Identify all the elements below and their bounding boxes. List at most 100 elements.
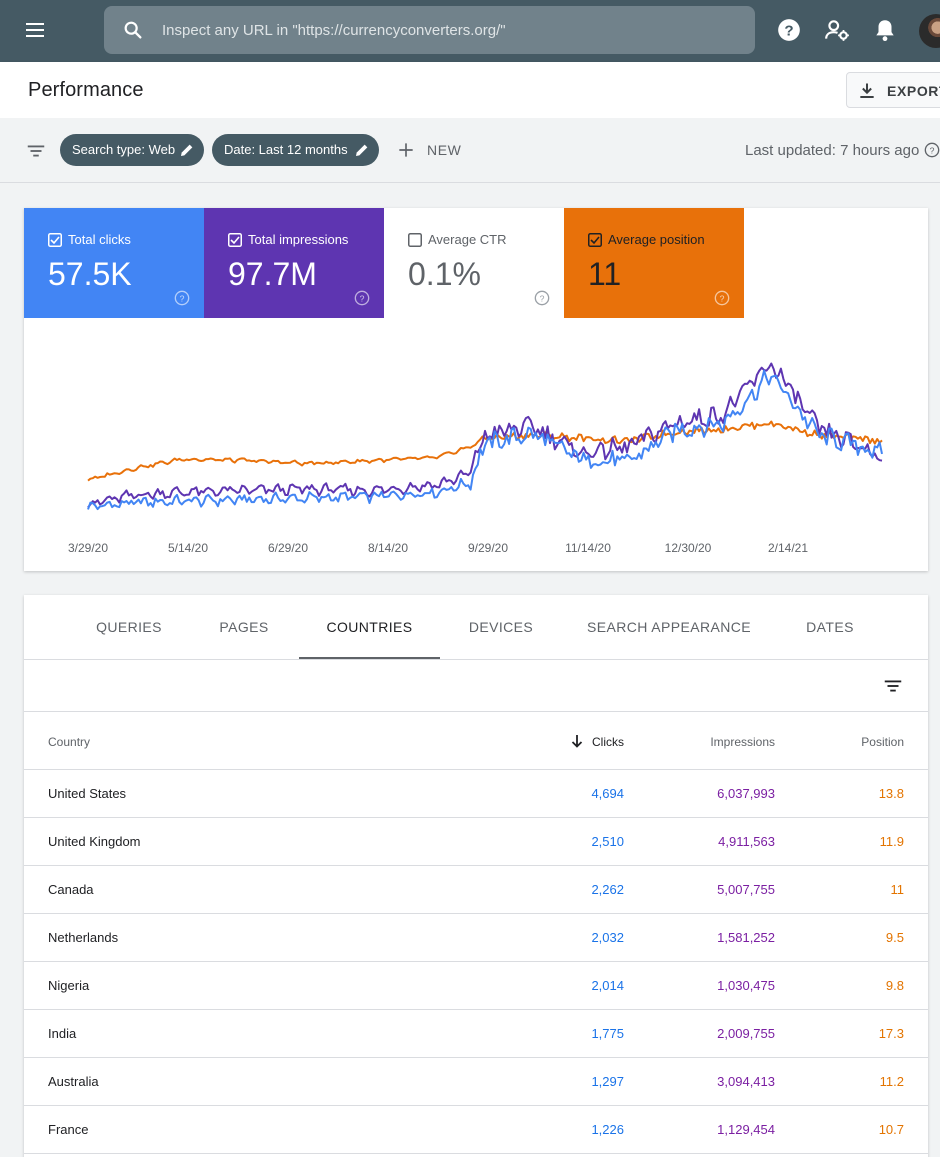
tab-devices[interactable]: DEVICES bbox=[458, 595, 544, 659]
country-cell: Australia bbox=[48, 1074, 99, 1089]
download-icon bbox=[860, 83, 874, 98]
tab-label: SEARCH APPEARANCE bbox=[587, 619, 751, 635]
help-icon[interactable]: ? bbox=[714, 290, 730, 306]
dimension-table-card: QUERIES PAGES COUNTRIES DEVICES SEARCH A… bbox=[24, 595, 928, 1157]
page-header: Performance EXPORT bbox=[0, 62, 940, 118]
checkbox-checked-icon[interactable] bbox=[228, 233, 242, 247]
metric-value: 11 bbox=[588, 256, 622, 292]
help-icon[interactable]: ? bbox=[354, 290, 370, 306]
table-row[interactable]: United Kingdom 2,510 4,911,563 11.9 bbox=[24, 818, 928, 866]
position-cell: 11.2 bbox=[879, 1074, 904, 1089]
table-row[interactable]: Netherlands 2,032 1,581,252 9.5 bbox=[24, 914, 928, 962]
svg-text:?: ? bbox=[540, 293, 545, 303]
table-body: United States 4,694 6,037,993 13.8 Unite… bbox=[24, 770, 928, 1154]
x-tick-label: 5/14/20 bbox=[168, 541, 208, 555]
metric-value: 57.5K bbox=[48, 256, 132, 292]
column-header-impressions[interactable]: Impressions bbox=[710, 735, 775, 749]
tab-queries[interactable]: QUERIES bbox=[86, 595, 172, 659]
position-cell: 9.8 bbox=[885, 978, 904, 993]
date-range-chip[interactable]: Date: Last 12 months bbox=[212, 134, 379, 166]
country-cell: United States bbox=[48, 786, 127, 801]
country-cell: Nigeria bbox=[48, 978, 90, 993]
last-updated-text: Last updated: 7 hours ago bbox=[745, 142, 920, 159]
manage-users-icon[interactable] bbox=[824, 17, 850, 43]
export-label: EXPORT bbox=[887, 83, 940, 99]
help-icon[interactable]: ? bbox=[534, 290, 550, 306]
svg-text:?: ? bbox=[360, 293, 365, 303]
x-tick-label: 3/29/20 bbox=[68, 541, 108, 555]
impressions-cell: 5,007,755 bbox=[717, 882, 775, 897]
search-input[interactable] bbox=[162, 6, 742, 54]
table-toolbar bbox=[24, 660, 928, 712]
table-row[interactable]: Nigeria 2,014 1,030,475 9.8 bbox=[24, 962, 928, 1010]
clicks-cell: 1,226 bbox=[591, 1122, 624, 1137]
metric-total-clicks[interactable]: Total clicks 57.5K ? bbox=[24, 208, 204, 318]
tab-countries[interactable]: COUNTRIES bbox=[299, 595, 440, 659]
tab-label: DATES bbox=[806, 619, 854, 635]
column-header-clicks[interactable]: Clicks bbox=[592, 735, 624, 749]
search-icon[interactable] bbox=[122, 19, 144, 41]
impressions-cell: 1,030,475 bbox=[717, 978, 775, 993]
metric-average-position[interactable]: Average position 11 ? bbox=[564, 208, 744, 318]
metric-label: Total clicks bbox=[68, 232, 131, 247]
country-cell: India bbox=[48, 1026, 77, 1041]
clicks-cell: 2,262 bbox=[591, 882, 624, 897]
column-header-country[interactable]: Country bbox=[48, 735, 91, 749]
clicks-cell: 1,297 bbox=[591, 1074, 624, 1089]
svg-text:?: ? bbox=[784, 22, 793, 39]
column-header-position[interactable]: Position bbox=[861, 735, 904, 749]
search-type-chip[interactable]: Search type: Web bbox=[60, 134, 204, 166]
position-series-line bbox=[87, 420, 883, 482]
country-cell: Canada bbox=[48, 882, 94, 897]
position-cell: 11.9 bbox=[879, 834, 904, 849]
filter-rows-icon[interactable] bbox=[882, 675, 904, 697]
checkbox-unchecked-icon[interactable] bbox=[408, 233, 422, 247]
table-row[interactable]: France 1,226 1,129,454 10.7 bbox=[24, 1106, 928, 1154]
filter-icon[interactable] bbox=[25, 140, 47, 162]
checkbox-checked-icon[interactable] bbox=[48, 233, 62, 247]
edit-icon bbox=[356, 144, 368, 156]
metric-total-impressions[interactable]: Total impressions 97.7M ? bbox=[204, 208, 384, 318]
tab-search-appearance[interactable]: SEARCH APPEARANCE bbox=[584, 595, 754, 659]
checkbox-checked-icon[interactable] bbox=[588, 233, 602, 247]
table-row[interactable]: Canada 2,262 5,007,755 11 bbox=[24, 866, 928, 914]
tab-label: QUERIES bbox=[96, 619, 162, 635]
table-row[interactable]: Australia 1,297 3,094,413 11.2 bbox=[24, 1058, 928, 1106]
help-icon[interactable]: ? bbox=[776, 17, 802, 43]
clicks-cell: 2,510 bbox=[591, 834, 624, 849]
country-cell: United Kingdom bbox=[48, 834, 141, 849]
page-title: Performance bbox=[28, 79, 144, 101]
metric-average-ctr[interactable]: Average CTR 0.1% ? bbox=[384, 208, 564, 318]
top-app-bar: ? bbox=[0, 0, 940, 62]
position-cell: 9.5 bbox=[885, 930, 904, 945]
help-icon[interactable]: ? bbox=[174, 290, 190, 306]
menu-icon[interactable] bbox=[24, 19, 48, 43]
metric-label: Average CTR bbox=[428, 232, 507, 247]
position-cell: 13.8 bbox=[878, 786, 904, 801]
position-cell: 17.3 bbox=[878, 1026, 904, 1041]
impressions-cell: 6,037,993 bbox=[717, 786, 775, 801]
impressions-series-line bbox=[87, 362, 883, 509]
country-cell: France bbox=[48, 1122, 89, 1137]
avatar[interactable] bbox=[919, 14, 940, 48]
tab-label: DEVICES bbox=[468, 619, 534, 635]
help-icon[interactable]: ? bbox=[924, 142, 940, 158]
url-inspection-search bbox=[104, 6, 755, 54]
arrow-down-icon bbox=[571, 735, 583, 748]
clicks-cell: 1,775 bbox=[591, 1026, 624, 1041]
x-tick-label: 6/29/20 bbox=[268, 541, 308, 555]
export-button[interactable]: EXPORT bbox=[846, 72, 940, 108]
metric-label: Average position bbox=[608, 232, 705, 247]
position-cell: 10.7 bbox=[878, 1122, 904, 1137]
country-cell: Netherlands bbox=[48, 930, 119, 945]
plus-icon bbox=[399, 143, 413, 157]
tab-dates[interactable]: DATES bbox=[794, 595, 866, 659]
metric-value: 97.7M bbox=[228, 256, 317, 292]
impressions-cell: 2,009,755 bbox=[717, 1026, 775, 1041]
table-row[interactable]: United States 4,694 6,037,993 13.8 bbox=[24, 770, 928, 818]
tab-pages[interactable]: PAGES bbox=[204, 595, 284, 659]
table-row[interactable]: India 1,775 2,009,755 17.3 bbox=[24, 1010, 928, 1058]
notifications-icon[interactable] bbox=[872, 17, 898, 43]
new-label: NEW bbox=[427, 142, 462, 158]
x-tick-label: 9/29/20 bbox=[468, 541, 508, 555]
